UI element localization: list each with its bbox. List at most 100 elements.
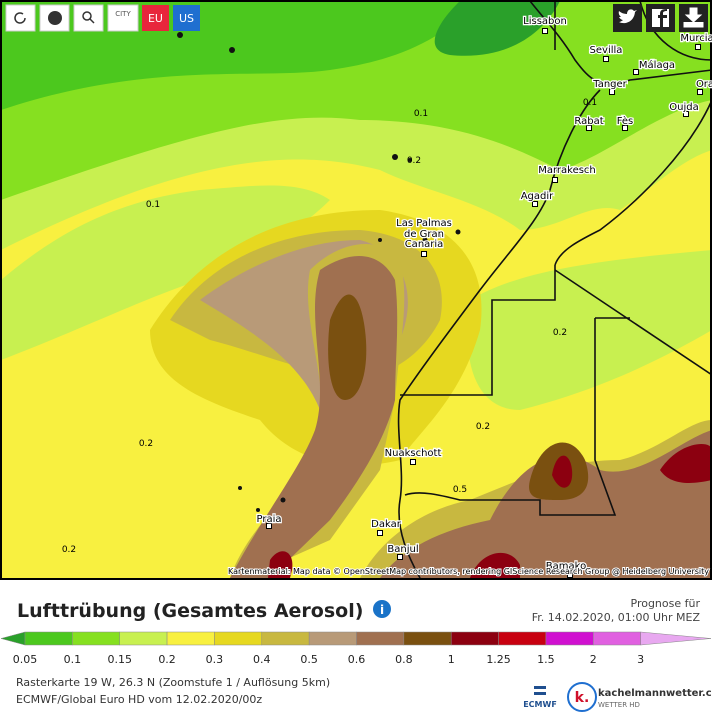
title: Lufttrübung (Gesamtes Aerosol) <box>17 600 363 622</box>
footer-line: Rasterkarte 19 W, 26.3 N (Zoomstufe 1 / … <box>16 676 330 689</box>
legend-swatch <box>166 631 215 646</box>
city-marker <box>542 28 548 34</box>
legend-label: 0.8 <box>395 653 413 666</box>
city-marker <box>266 523 272 529</box>
city-marker <box>532 201 538 207</box>
ecmwf-logo: ECMWF <box>523 700 557 709</box>
contour-label: 0.2 <box>62 545 76 555</box>
legend-swatch <box>450 631 499 646</box>
us-button[interactable] <box>173 5 200 31</box>
contour-label: 0.5 <box>453 485 467 495</box>
legend-label: 2 <box>590 653 597 666</box>
place-label: Tanger <box>592 79 627 90</box>
legend-label: 0.5 <box>300 653 318 666</box>
place-label: Lissabon <box>523 16 567 27</box>
place-label: Agadir <box>521 191 554 202</box>
place-label: Las Palmas <box>396 218 452 229</box>
legend-label: 0.6 <box>348 653 366 666</box>
legend-swatch <box>261 631 310 646</box>
map: Lissabon Sevilla Murcia Málaga Tanger Ora Raba… <box>0 0 712 580</box>
legend-swatch <box>72 631 120 646</box>
reload-button[interactable] <box>5 4 36 32</box>
legend-swatch <box>119 631 168 646</box>
contour-label: 0.2 <box>553 328 567 338</box>
place-label: Banjul <box>387 544 418 555</box>
place-label: Nuakschott <box>385 448 442 459</box>
forecast-time: Fr. 14.02.2020, 01:00 Uhr MEZ <box>532 611 701 624</box>
city-marker <box>586 125 592 131</box>
contour-label: 0.1 <box>146 200 160 210</box>
attribution: Kartenmaterial: Map data © OpenStreetMap… <box>228 567 709 576</box>
legend-swatch <box>498 631 547 646</box>
place-label: Fès <box>617 115 634 127</box>
place-label: Praia <box>257 514 282 525</box>
city-marker <box>552 177 558 183</box>
contour-label: 0.2 <box>476 422 490 432</box>
legend-swatch <box>403 631 452 646</box>
toolbar: CITY EU US <box>5 4 708 32</box>
city-button[interactable] <box>107 4 139 32</box>
contour-label: 0.2 <box>407 156 421 166</box>
site-name: kachelmannwetter.com <box>598 688 712 699</box>
legend-label: 1 <box>448 653 455 666</box>
place-label: Rabat <box>574 116 603 127</box>
legend-swatch <box>545 631 594 646</box>
eu-label: EU <box>148 12 163 25</box>
legend-swatch <box>24 631 73 646</box>
place-label: Oujda <box>669 102 698 113</box>
city-marker <box>397 554 403 560</box>
legend-label: 0.15 <box>107 653 132 666</box>
site-logo <box>567 682 597 712</box>
city-marker <box>622 125 628 131</box>
city-marker <box>603 56 609 62</box>
place-label: de Gran <box>404 229 444 240</box>
place-label: Málaga <box>639 59 675 71</box>
contour-label: 0.2 <box>139 439 153 449</box>
place-label: Bamako <box>546 561 586 572</box>
place-label: Marrakesch <box>538 165 596 176</box>
city-marker <box>567 572 573 578</box>
svg-text:k.: k. <box>575 690 590 706</box>
city-marker <box>695 44 701 50</box>
legend-label: 0.1 <box>64 653 82 666</box>
legend-label: 0.2 <box>158 653 176 666</box>
contour-label: 0.1 <box>583 98 597 108</box>
legend-swatch <box>0 631 26 646</box>
legend-swatch <box>308 631 357 646</box>
legend-label: 0.05 <box>13 653 38 666</box>
legend-swatch <box>640 631 712 646</box>
eu-button[interactable] <box>142 5 169 31</box>
legend: 0.05 0.1 0.15 0.2 0.3 0.4 0.5 0.6 0.8 1 1.25 1.5 2 3 <box>0 631 712 666</box>
legend-swatch <box>593 631 641 646</box>
city-marker <box>633 69 639 75</box>
zoom-button[interactable] <box>73 4 104 32</box>
site-tagline: WETTER HD <box>598 701 640 709</box>
legend-label: 1.5 <box>537 653 555 666</box>
city-marker <box>421 251 427 257</box>
legend-label: 3 <box>637 653 644 666</box>
city-label: CITY <box>115 10 131 18</box>
us-label: US <box>179 12 194 25</box>
legend-swatch <box>214 631 263 646</box>
place-label: Ora <box>696 79 712 90</box>
footer-line: ECMWF/Global Euro HD vom 12.02.2020/00z <box>16 693 262 706</box>
info-button[interactable] <box>373 600 391 618</box>
city-marker <box>410 459 416 465</box>
city-marker <box>697 89 703 95</box>
city-marker <box>377 530 383 536</box>
forecast-label: Prognose für <box>631 597 701 610</box>
svg-text:i: i <box>380 603 384 617</box>
city-marker <box>683 111 689 117</box>
legend-label: 1.25 <box>486 653 511 666</box>
place-label: Murcia <box>680 33 712 44</box>
place-label: Dakar <box>371 519 402 530</box>
place-label: Canaria <box>405 239 444 250</box>
city-marker <box>609 89 615 95</box>
legend-swatch <box>356 631 405 646</box>
place-label: Sevilla <box>590 45 623 56</box>
legend-label: 0.4 <box>253 653 271 666</box>
contour-label: 0.1 <box>414 109 428 119</box>
legend-label: 0.3 <box>206 653 224 666</box>
